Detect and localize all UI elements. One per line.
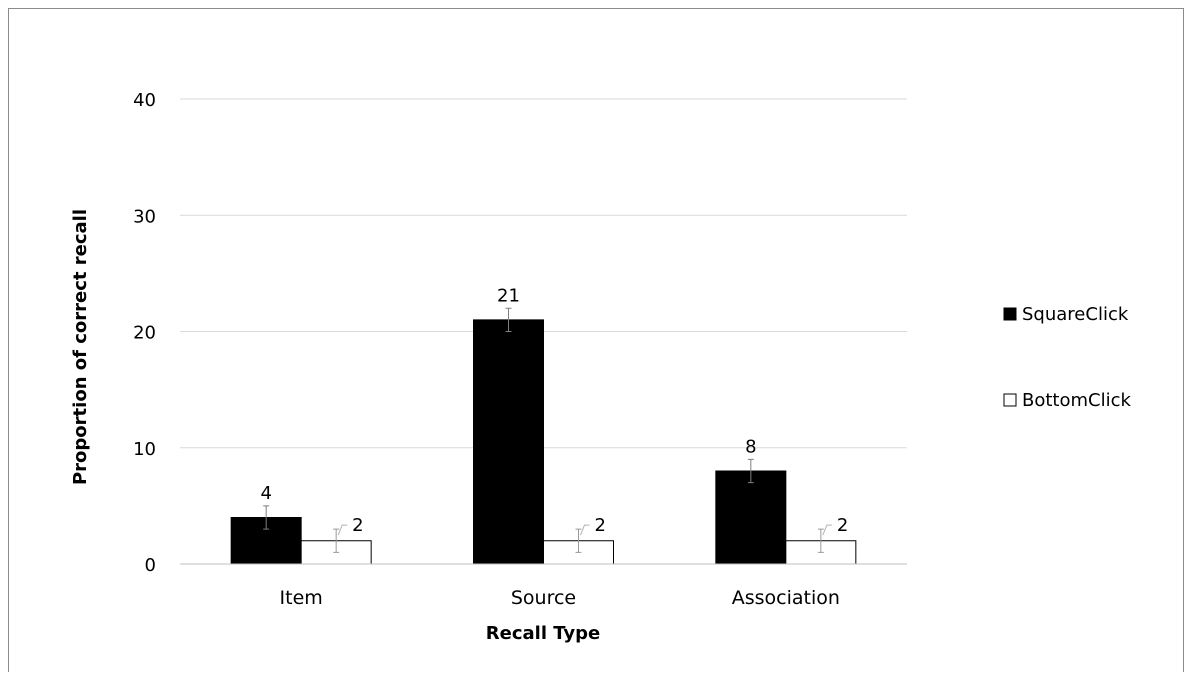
data-label-leader-bottomclick-association <box>822 524 832 536</box>
data-label-squareclick-association: 8 <box>745 436 756 457</box>
x-category-label-item: Item <box>280 587 323 609</box>
legend-label-bottomclick: BottomClick <box>1022 390 1131 411</box>
x-category-label-association: Association <box>732 587 840 609</box>
data-label-leader-bottomclick-item <box>337 524 348 536</box>
bar-squareclick-association <box>715 470 787 565</box>
data-label-bottomclick-item: 2 <box>352 515 363 536</box>
y-tick-label-40: 40 <box>133 90 156 111</box>
legend-label-squareclick: SquareClick <box>1022 304 1129 325</box>
legend-swatch-squareclick <box>1003 307 1017 321</box>
legend-swatch-bottomclick <box>1003 393 1017 407</box>
chart-frame <box>8 8 1184 672</box>
data-labels: 4 2 21 2 8 2 <box>260 285 848 536</box>
bars <box>230 319 857 565</box>
error-bars <box>263 307 824 553</box>
x-category-label-source: Source <box>511 587 576 609</box>
data-label-squareclick-source: 21 <box>497 285 520 306</box>
data-label-squareclick-item: 4 <box>260 483 271 504</box>
y-tick-label-10: 10 <box>133 439 156 460</box>
y-tick-label-30: 30 <box>133 206 156 227</box>
legend: SquareClick BottomClick <box>1003 304 1131 411</box>
y-axis-title: Proportion of correct recall <box>70 209 91 485</box>
data-label-bottomclick-source: 2 <box>595 515 606 536</box>
bar-squareclick-source <box>473 319 544 565</box>
y-axis-ticks: 0 10 20 30 40 <box>133 90 156 576</box>
y-tick-label-0: 0 <box>145 555 156 576</box>
data-label-leader-bottomclick-source <box>580 524 590 536</box>
x-axis-title: Recall Type <box>486 623 600 644</box>
data-label-bottomclick-association: 2 <box>837 515 848 536</box>
y-tick-label-20: 20 <box>133 323 156 344</box>
x-axis-categories: Item Source Association <box>280 587 840 609</box>
